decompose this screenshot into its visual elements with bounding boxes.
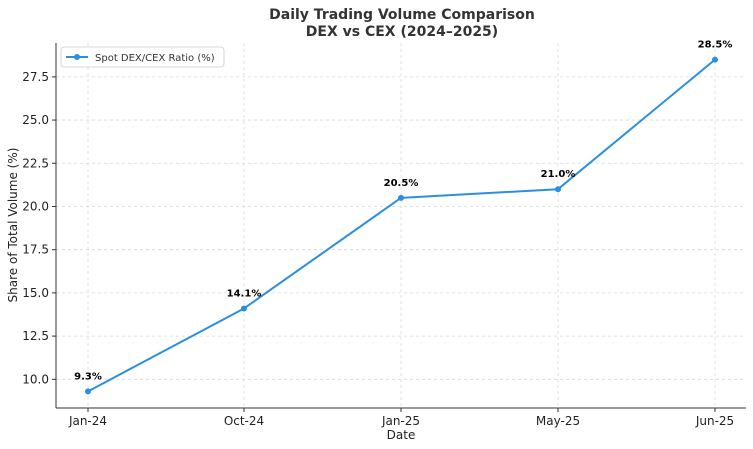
data-labels: 9.3% 14.1% 20.5% 21.0% 28.5% — [74, 40, 732, 383]
y-tick-label: 15.0 — [22, 286, 49, 300]
data-label: 21.0% — [541, 169, 576, 180]
data-point — [398, 194, 404, 201]
y-tick-label: 17.5 — [22, 243, 49, 257]
data-point — [241, 305, 247, 312]
x-tick-label: Jan-25 — [381, 414, 420, 428]
grid-lines — [56, 43, 746, 408]
y-tick-label: 12.5 — [22, 329, 49, 343]
x-tick-label: May-25 — [536, 414, 580, 428]
legend: Spot DEX/CEX Ratio (%) — [60, 46, 225, 68]
series-line — [87, 58, 716, 393]
y-tick-label: 27.5 — [22, 70, 49, 84]
legend-box — [60, 46, 225, 68]
data-point — [712, 56, 718, 63]
data-label: 20.5% — [384, 178, 419, 189]
y-tick-label: 22.5 — [22, 156, 49, 170]
data-label: 14.1% — [227, 288, 262, 299]
x-tick-label: Jun-25 — [695, 414, 734, 428]
y-ticks: 10.0 12.5 15.0 17.5 20.0 22.5 25.0 27.5 — [22, 70, 56, 386]
data-label: 28.5% — [698, 40, 733, 51]
legend-marker — [74, 54, 80, 60]
x-tick-label: Jan-24 — [68, 414, 107, 428]
y-tick-label: 10.0 — [22, 372, 49, 386]
data-label: 9.3% — [74, 371, 102, 382]
data-point — [85, 388, 91, 395]
y-tick-label: 25.0 — [22, 113, 49, 127]
chart-subtitle: DEX vs CEX (2024–2025) — [306, 24, 498, 40]
y-tick-label: 20.0 — [22, 199, 49, 213]
chart-title: Daily Trading Volume Comparison — [269, 7, 535, 23]
x-ticks: Jan-24 Oct-24 Jan-25 May-25 Jun-25 — [68, 408, 734, 428]
x-tick-label: Oct-24 — [224, 414, 264, 428]
series-spot-dex-cex — [85, 56, 718, 395]
x-axis-label: Date — [387, 428, 416, 442]
data-point — [555, 186, 561, 193]
y-axis-label: Share of Total Volume (%) — [6, 148, 20, 303]
legend-entry-label: Spot DEX/CEX Ratio (%) — [95, 53, 215, 64]
